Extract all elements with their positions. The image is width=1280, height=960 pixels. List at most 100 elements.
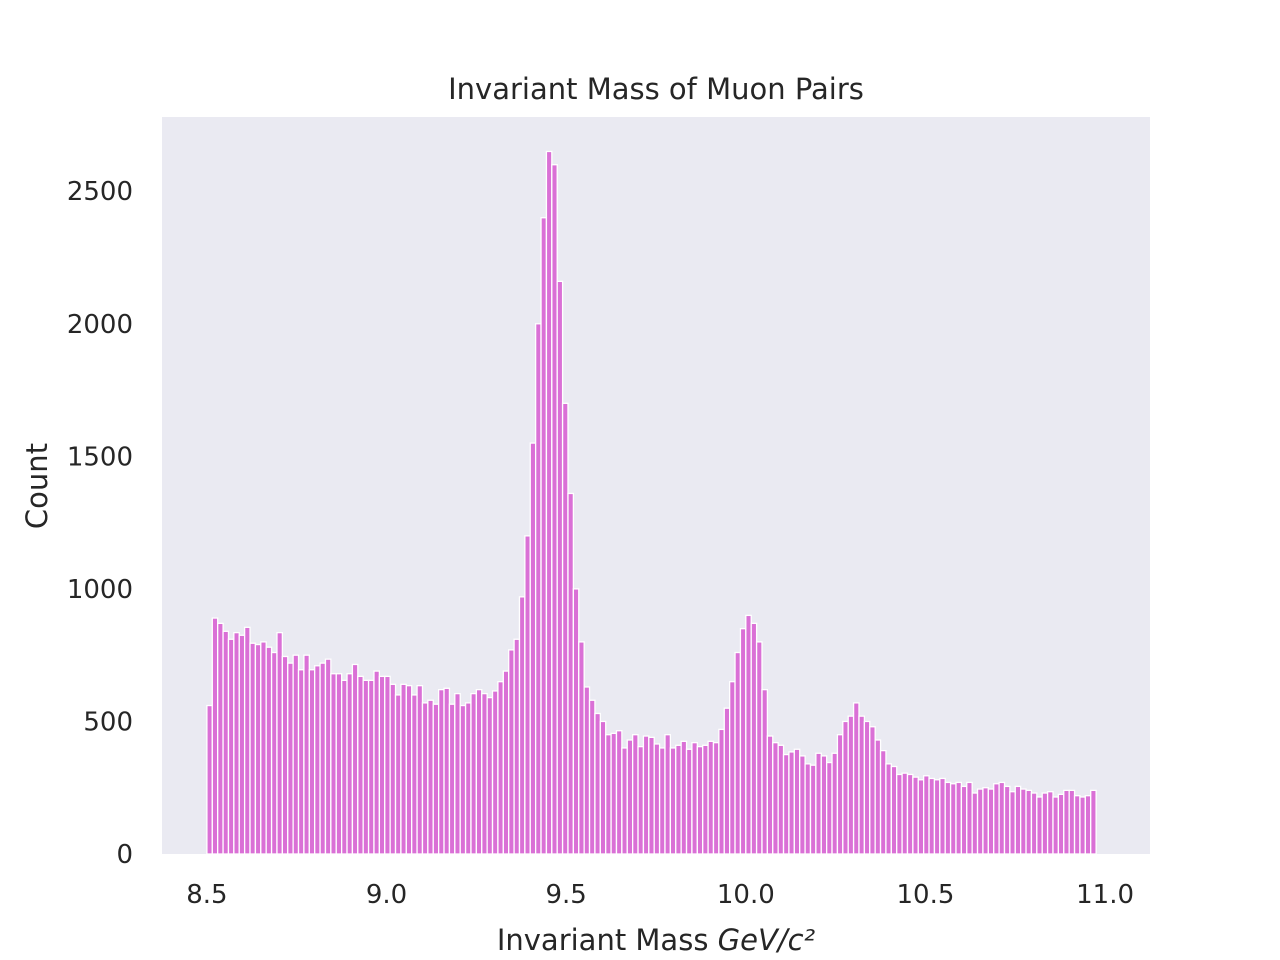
- histogram-bar: [1009, 791, 1016, 855]
- histogram-bar: [394, 694, 402, 855]
- histogram-bar: [1003, 785, 1011, 855]
- histogram-bar: [545, 150, 553, 855]
- histogram-bar: [626, 739, 634, 855]
- histogram-bar: [416, 685, 424, 855]
- histogram-bar: [540, 217, 548, 855]
- histogram-bar: [249, 642, 257, 855]
- histogram-bar: [459, 704, 467, 855]
- histogram-bar: [820, 755, 828, 855]
- histogram-bar: [976, 788, 984, 855]
- histogram-bar: [346, 673, 354, 855]
- histogram-bar: [287, 662, 294, 855]
- histogram-bar: [470, 692, 478, 855]
- histogram-bar: [815, 752, 822, 855]
- histogram-bar: [998, 781, 1006, 855]
- histogram-bar: [826, 761, 833, 855]
- histogram-bar: [314, 665, 321, 855]
- histogram-bar: [858, 715, 866, 855]
- histogram-bar: [615, 730, 623, 855]
- histogram-bar: [427, 699, 434, 855]
- histogram-bar: [901, 772, 909, 855]
- histogram-bar: [599, 720, 607, 855]
- histogram-bar: [890, 765, 898, 855]
- histogram-bar: [632, 734, 639, 855]
- histogram-bar: [1014, 785, 1022, 855]
- histogram-bar: [524, 535, 531, 855]
- histogram-bar: [421, 702, 429, 855]
- histogram-bar: [955, 781, 963, 855]
- histogram-bar: [879, 749, 887, 855]
- histogram-bar: [217, 622, 224, 855]
- histogram-bar: [621, 747, 628, 855]
- histogram-bar: [502, 670, 510, 855]
- histogram-bar: [529, 442, 537, 855]
- histogram-bar: [702, 744, 709, 855]
- histogram-bar: [605, 734, 612, 855]
- histogram-bar: [691, 742, 698, 855]
- histogram-bar: [847, 715, 855, 855]
- y-tick-label: 500: [83, 707, 133, 737]
- histogram-bar: [378, 675, 386, 855]
- histogram-bar: [610, 732, 618, 855]
- histogram-bar: [578, 641, 585, 855]
- histogram-bar: [260, 641, 267, 855]
- histogram-bar: [357, 675, 364, 855]
- histogram-bar: [508, 649, 515, 855]
- histogram-bar: [265, 646, 273, 855]
- histogram-bar: [874, 739, 882, 855]
- histogram-bar: [405, 685, 413, 855]
- histogram-bar: [384, 675, 391, 855]
- x-tick-labels: 8.5 9.0 9.5 10.0 10.5 11.0: [186, 880, 1134, 910]
- histogram-bar: [1057, 793, 1065, 855]
- histogram-bar: [648, 736, 655, 855]
- histogram-bar: [1090, 789, 1097, 855]
- histogram-bar: [227, 638, 235, 855]
- histogram-bar: [448, 703, 456, 855]
- histogram-bar: [276, 631, 284, 855]
- histogram-bar: [809, 764, 817, 855]
- x-axis-label-units: GeV/c²: [718, 923, 816, 957]
- histogram-bar: [923, 775, 930, 855]
- x-axis-label: Invariant Mass GeV/c²: [497, 923, 816, 957]
- histogram-bar: [993, 783, 1000, 855]
- histogram-bar: [211, 617, 219, 855]
- histogram-bar: [330, 673, 337, 855]
- histogram-bar: [362, 679, 370, 855]
- histogram-bar: [782, 753, 790, 855]
- histogram-bar: [481, 692, 488, 855]
- histogram-bar: [335, 673, 343, 855]
- histogram-bar: [572, 588, 580, 855]
- histogram-bar: [1020, 788, 1027, 855]
- histogram-bar: [685, 748, 693, 855]
- histogram-bar: [588, 699, 596, 855]
- histogram-bar: [831, 752, 839, 855]
- histogram-bar: [755, 641, 763, 855]
- x-tick-label: 11.0: [1076, 880, 1134, 910]
- histogram-bar: [852, 702, 860, 855]
- histogram-bar: [292, 654, 300, 855]
- y-tick-labels: 0 500 1000 1500 2000 2500: [67, 177, 133, 870]
- histogram-bar: [389, 683, 397, 855]
- histogram-bar: [680, 740, 688, 855]
- histogram-bar: [594, 712, 601, 855]
- histogram-bar: [745, 614, 752, 855]
- histogram-bar: [556, 280, 564, 855]
- histogram-bar: [1084, 795, 1092, 855]
- histogram-bar: [739, 628, 747, 855]
- histogram-bar: [297, 669, 305, 855]
- histogram-bar: [933, 779, 941, 855]
- histogram-bar: [400, 683, 407, 855]
- histogram-bar: [836, 734, 844, 855]
- histogram-bar: [793, 748, 801, 855]
- histogram-bar: [653, 743, 661, 855]
- histogram-bar: [966, 781, 973, 855]
- histogram-bar: [669, 747, 677, 855]
- histogram-bar: [896, 773, 903, 855]
- bars: [206, 150, 1097, 855]
- histogram-bar: [1036, 796, 1043, 855]
- histogram-bar: [270, 651, 278, 855]
- histogram-bar: [658, 747, 666, 855]
- histogram-bar: [750, 622, 758, 855]
- histogram-bar: [777, 744, 785, 855]
- x-tick-label: 9.5: [546, 880, 587, 910]
